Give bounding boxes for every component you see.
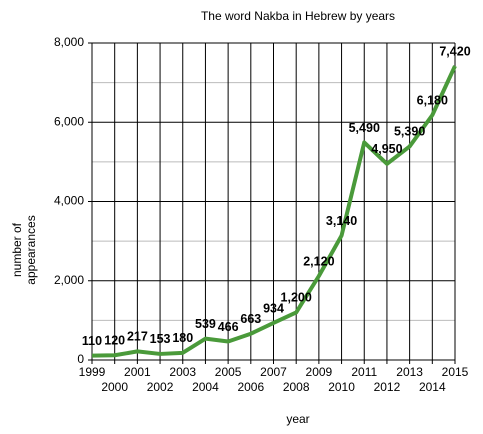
value-label: 466 xyxy=(218,320,239,334)
value-label: 217 xyxy=(127,330,148,344)
x-tick-label: 2006 xyxy=(237,380,264,394)
x-tick-label: 2013 xyxy=(396,365,423,379)
x-tick-label: 2002 xyxy=(147,380,174,394)
y-tick-label: 8,000 xyxy=(54,35,84,49)
x-tick-label: 2012 xyxy=(374,380,401,394)
x-tick-label: 2000 xyxy=(101,380,128,394)
value-label: 5,490 xyxy=(349,121,380,135)
x-tick-label: 2008 xyxy=(283,380,310,394)
value-label: 539 xyxy=(195,317,216,331)
value-label: 4,950 xyxy=(371,142,402,156)
x-tick-label: 2004 xyxy=(192,380,219,394)
value-label: 3,140 xyxy=(326,214,357,228)
value-label: 1,200 xyxy=(281,291,312,305)
value-label: 7,420 xyxy=(439,44,470,58)
value-label: 934 xyxy=(263,301,284,315)
x-tick-label: 2007 xyxy=(260,365,287,379)
x-tick-label: 2005 xyxy=(215,365,242,379)
y-tick-label: 4,000 xyxy=(54,194,84,208)
x-tick-label: 2009 xyxy=(306,365,333,379)
x-tick-label: 2014 xyxy=(419,380,446,394)
value-label: 120 xyxy=(104,334,125,348)
line xyxy=(91,65,457,358)
y-tick-label: 6,000 xyxy=(54,114,84,128)
x-tick-label: 2003 xyxy=(169,365,196,379)
value-label: 6,180 xyxy=(417,93,448,107)
value-label: 110 xyxy=(82,334,102,348)
value-label: 5,390 xyxy=(394,125,425,139)
value-label: 153 xyxy=(150,332,171,346)
x-tick-label: 2015 xyxy=(442,365,469,379)
chart-title: The word Nakba in Hebrew by years xyxy=(201,9,395,23)
y-tick-label: 0 xyxy=(77,352,84,366)
y-tick-label: 2,000 xyxy=(54,273,84,287)
value-label: 2,120 xyxy=(303,254,334,268)
x-tick-label: 2010 xyxy=(328,380,355,394)
y-axis-label-line: appearances xyxy=(24,215,38,284)
value-label: 663 xyxy=(240,312,261,326)
value-label: 180 xyxy=(172,331,193,345)
x-axis-label: year xyxy=(286,412,309,426)
y-axis-label: number of appearances xyxy=(10,215,38,284)
y-axis-label-line: number of xyxy=(10,222,24,277)
x-tick-label: 1999 xyxy=(79,365,106,379)
x-tick-label: 2001 xyxy=(124,365,151,379)
x-tick-label: 2011 xyxy=(351,365,377,379)
